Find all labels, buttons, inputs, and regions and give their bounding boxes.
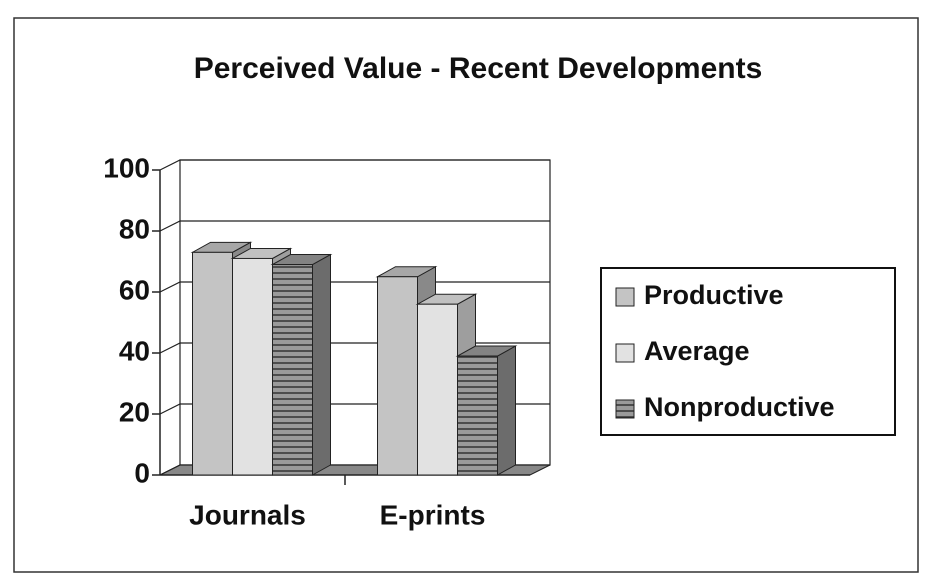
x-tick-label: Journals — [189, 499, 306, 530]
x-tick-label: E-prints — [380, 499, 486, 530]
chart-title: Perceived Value - Recent Developments — [194, 52, 763, 85]
legend-label: Nonproductive — [644, 392, 835, 422]
y-tick-label: 60 — [119, 274, 150, 305]
bar-front — [192, 251, 233, 476]
y-tick-label: 80 — [119, 213, 150, 244]
bar-front — [377, 276, 418, 476]
legend-label: Average — [644, 336, 750, 366]
y-tick-label: 20 — [119, 396, 150, 427]
legend-swatch — [615, 399, 635, 419]
y-tick-label: 100 — [103, 152, 150, 183]
y-tick-label: 0 — [134, 457, 150, 488]
legend-swatch — [615, 343, 635, 363]
legend — [600, 267, 896, 436]
grid-line — [159, 159, 550, 171]
y-tick-label: 40 — [119, 335, 150, 366]
bar — [270, 253, 333, 476]
bar-front — [417, 303, 458, 476]
legend-label: Productive — [644, 280, 784, 310]
bar-front — [232, 257, 273, 476]
bar-front — [272, 264, 313, 476]
bar-side — [312, 253, 331, 476]
legend-swatch — [615, 287, 635, 307]
bar — [455, 345, 518, 476]
bar-side — [497, 345, 516, 476]
grid-line — [159, 220, 550, 232]
bar-front — [457, 355, 498, 476]
